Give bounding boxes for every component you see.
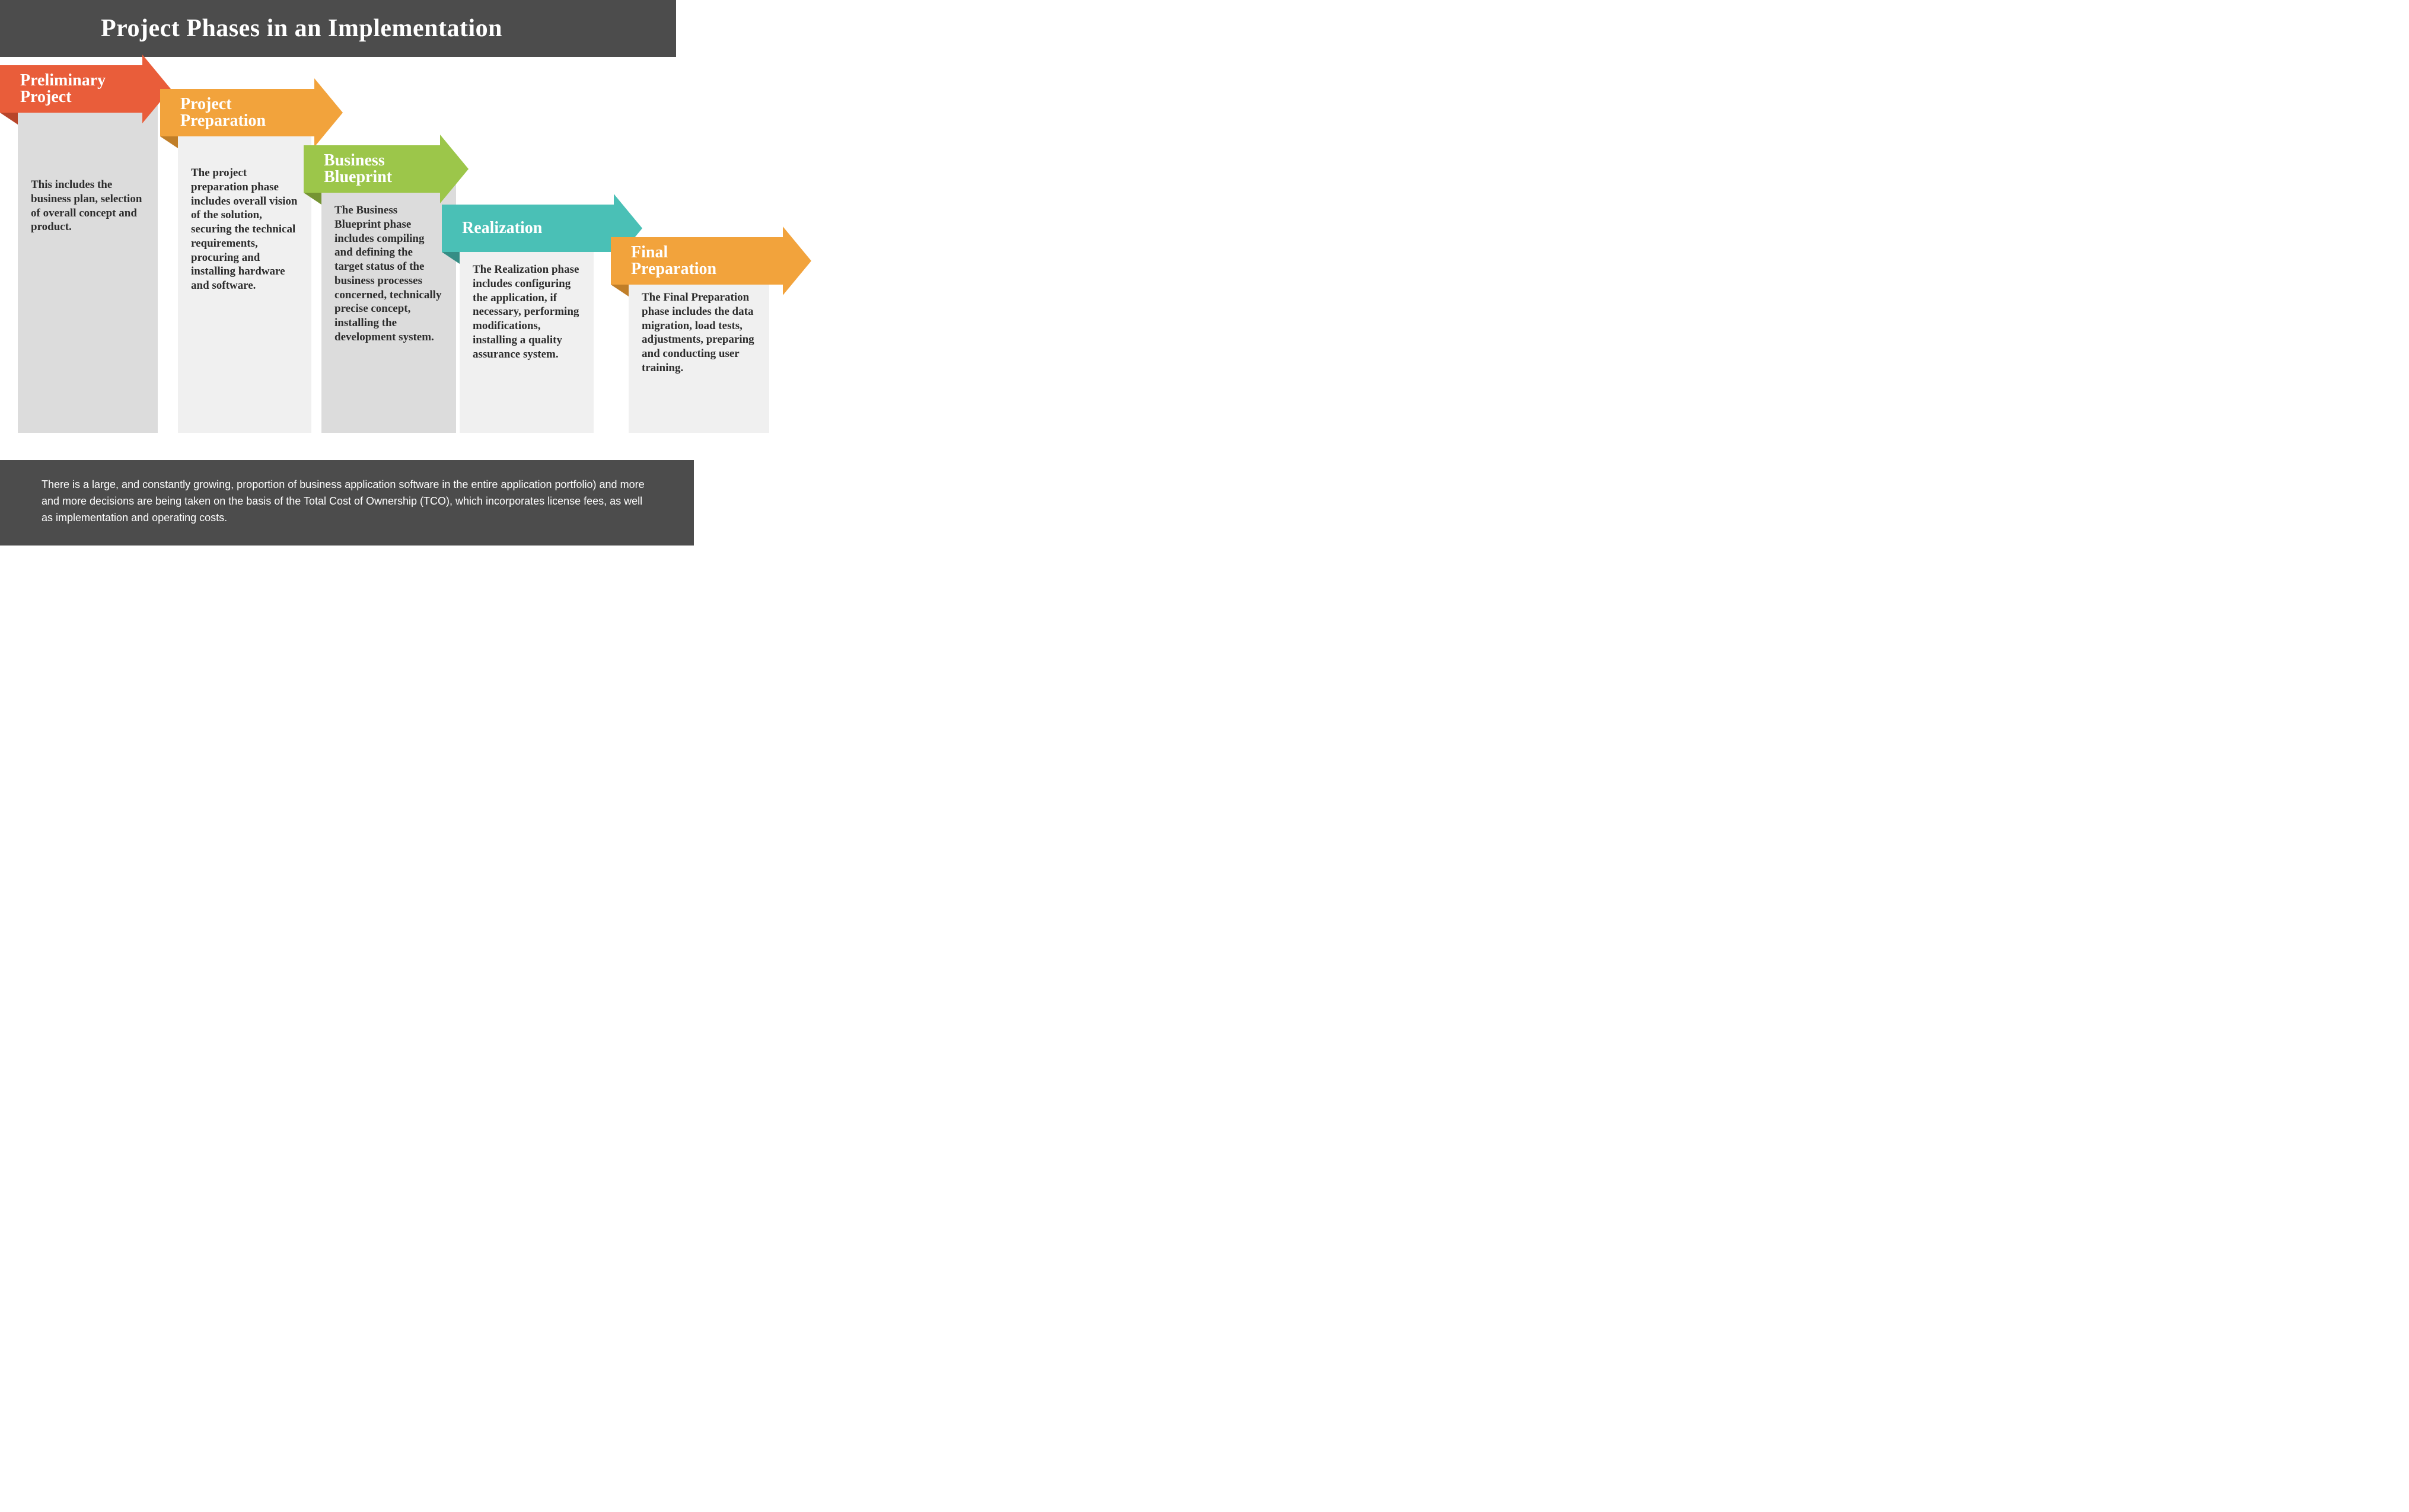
phase-preliminary-arrow: PreliminaryProject [0,65,158,113]
ribbon-fold-icon [442,252,460,264]
phase-blueprint-description: The Business Blueprint phase includes co… [321,169,456,433]
ribbon-fold-icon [304,193,321,205]
ribbon-fold-icon [611,285,629,296]
footer-text: There is a large, and constantly growing… [42,477,652,527]
phase-preparation-description: The project preparation phase includes o… [178,113,311,433]
arrow-body: Realization [442,205,614,252]
phase-preliminary-title: PreliminaryProject [20,72,106,106]
phase-preparation-title: ProjectPreparation [180,96,266,129]
phase-preliminary-description: This includes the business plan, selecti… [18,89,158,433]
phase-realization: RealizationThe Realization phase include… [442,205,614,433]
phase-final-title: FinalPreparation [631,244,716,277]
phase-preliminary: PreliminaryProjectThis includes the busi… [0,65,158,433]
phase-preparation: ProjectPreparationThe project preparatio… [160,89,314,433]
arrow-body: BusinessBlueprint [304,145,440,193]
phase-final-arrow: FinalPreparation [611,237,783,285]
header-bar: Project Phases in an Implementation [0,0,676,57]
phase-realization-arrow: Realization [442,205,614,252]
phase-blueprint-arrow: BusinessBlueprint [304,145,456,193]
phase-blueprint-title: BusinessBlueprint [324,152,392,186]
arrow-head-icon [440,135,469,203]
phase-blueprint: BusinessBlueprintThe Business Blueprint … [304,145,456,433]
ribbon-fold-icon [0,113,18,125]
page-title: Project Phases in an Implementation [101,14,676,43]
arrow-head-icon [783,227,811,295]
phase-preparation-arrow: ProjectPreparation [160,89,314,136]
arrow-body: ProjectPreparation [160,89,314,136]
phase-final-description: The Final Preparation phase includes the… [629,261,769,433]
phase-realization-description: The Realization phase includes configuri… [460,228,594,433]
ribbon-fold-icon [160,136,178,148]
phases-container: PreliminaryProjectThis includes the busi… [0,53,854,462]
arrow-body: PreliminaryProject [0,65,142,113]
arrow-body: FinalPreparation [611,237,783,285]
arrow-head-icon [314,78,343,147]
phase-realization-title: Realization [462,220,542,237]
footer-bar: There is a large, and constantly growing… [0,460,694,546]
phase-final: FinalPreparationThe Final Preparation ph… [611,237,783,433]
